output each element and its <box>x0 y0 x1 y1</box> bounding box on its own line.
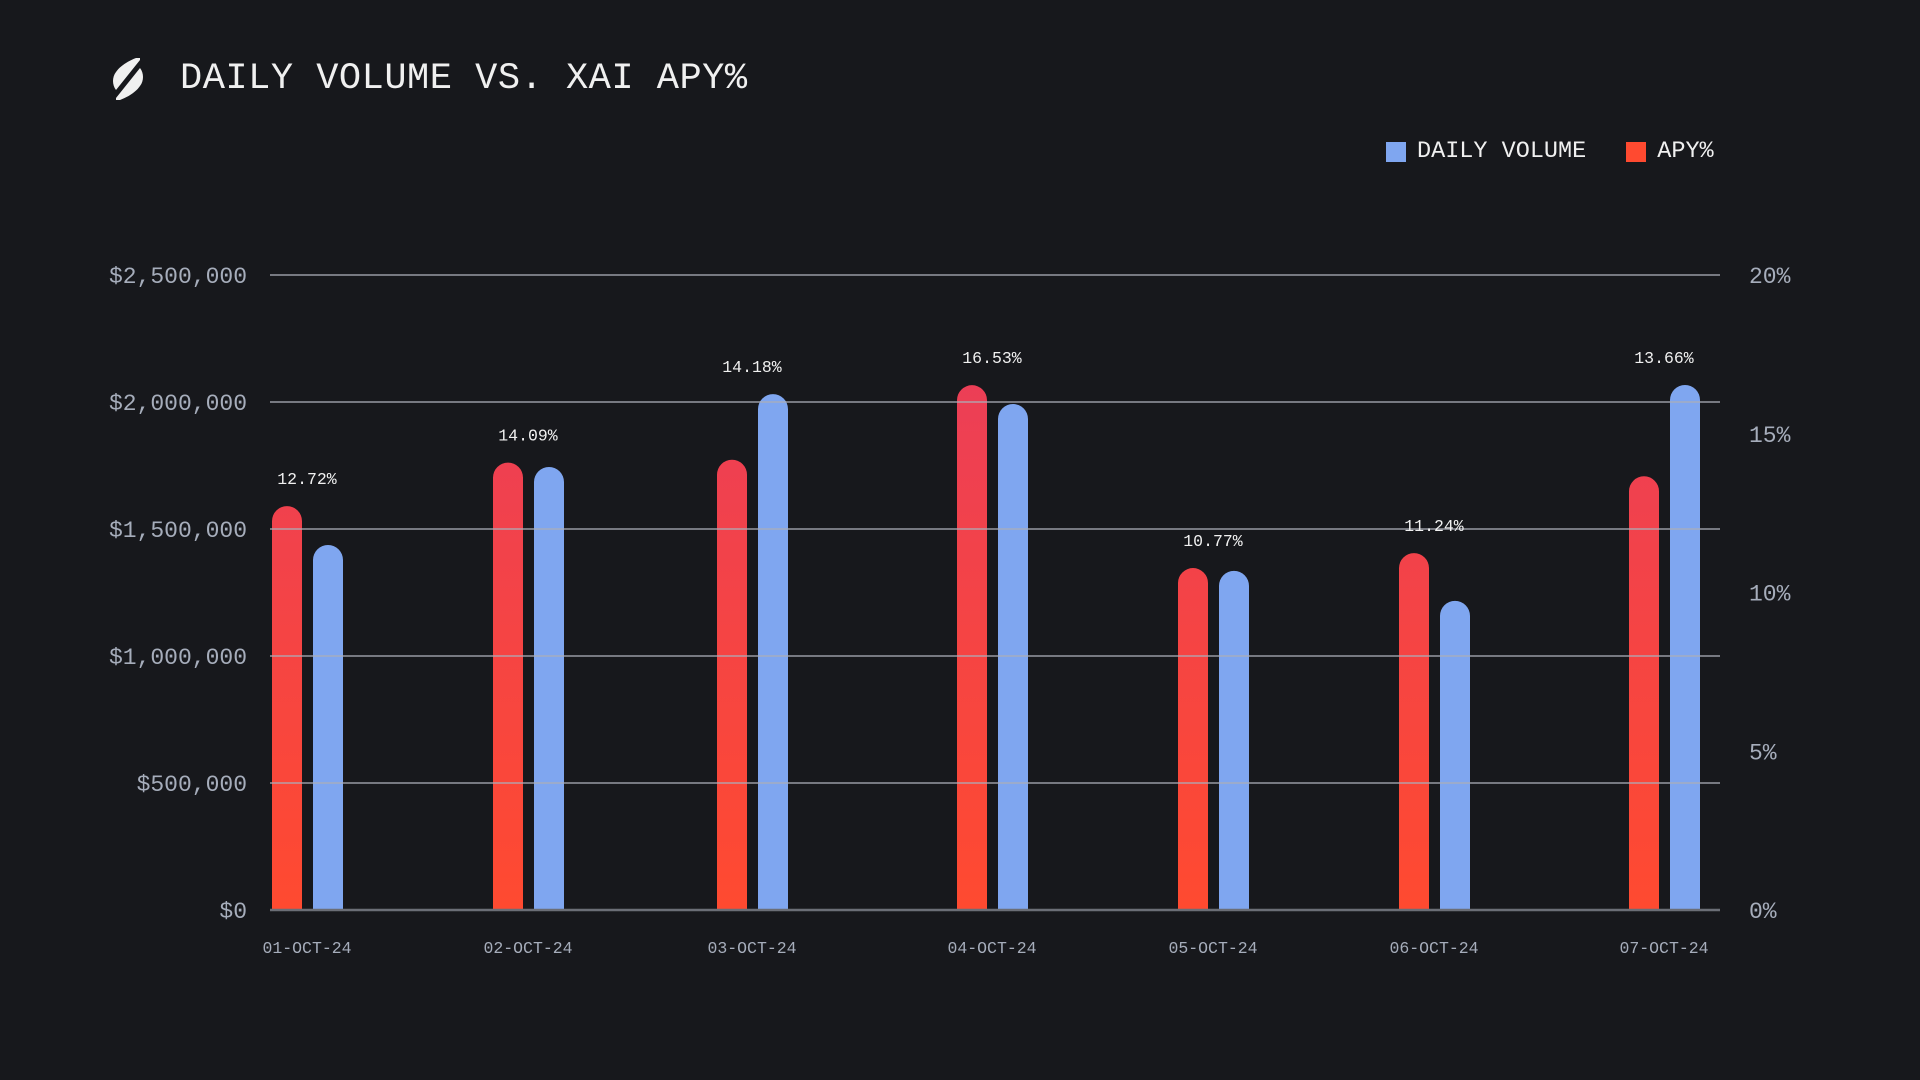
bar-apy[interactable] <box>493 462 523 910</box>
data-label-apy: 14.09% <box>498 427 558 446</box>
legend-label-apy: APY% <box>1657 138 1714 165</box>
x-tick-label: 04-OCT-24 <box>947 939 1036 958</box>
x-tick-label: 02-OCT-24 <box>483 939 572 958</box>
bar-daily-volume[interactable] <box>534 467 564 910</box>
chart-legend: DAILY VOLUME APY% <box>1386 138 1714 165</box>
data-label-apy: 10.77% <box>1183 532 1243 551</box>
chart-title: DAILY VOLUME VS. XAI APY% <box>180 58 748 100</box>
bar-daily-volume[interactable] <box>998 404 1028 910</box>
y-axis-left: $0 $500,000 $1,000,000 $1,500,000 $2,000,000… <box>109 264 247 925</box>
bars-layer <box>272 384 1700 911</box>
legend-swatch-daily-volume <box>1386 141 1406 162</box>
bar-apy[interactable] <box>1629 476 1659 910</box>
y-tick-label-right: 0% <box>1749 899 1777 925</box>
bar-daily-volume[interactable] <box>758 394 788 910</box>
y-tick-label-left: $2,500,000 <box>109 264 247 290</box>
legend-label-daily-volume: DAILY VOLUME <box>1417 138 1587 165</box>
x-tick-label: 01-OCT-24 <box>262 939 351 958</box>
bar-daily-volume[interactable] <box>313 545 343 910</box>
y-axis-right: 0% 5% 10% 15% 20% <box>1749 264 1791 925</box>
y-tick-label-left: $0 <box>219 899 247 925</box>
data-label-apy: 12.72% <box>277 470 337 489</box>
data-label-apy: 13.66% <box>1634 349 1694 368</box>
x-tick-label: 06-OCT-24 <box>1389 939 1478 958</box>
gridlines-layer <box>270 274 1720 912</box>
bar-apy[interactable] <box>957 385 987 911</box>
x-axis: 01-OCT-24 02-OCT-24 03-OCT-24 04-OCT-24 05-O… <box>262 939 1708 958</box>
data-label-apy: 14.18% <box>722 358 782 377</box>
x-tick-label: 07-OCT-24 <box>1619 939 1708 958</box>
legend-swatch-apy <box>1626 141 1647 162</box>
y-tick-label-left: $500,000 <box>137 772 247 798</box>
y-tick-label-right: 20% <box>1749 264 1791 290</box>
y-tick-label-left: $1,000,000 <box>109 645 247 671</box>
y-tick-label-right: 15% <box>1749 423 1791 449</box>
legend-item-apy[interactable]: APY% <box>1626 138 1714 165</box>
data-label-apy: 16.53% <box>962 349 1022 368</box>
bar-apy[interactable] <box>1178 568 1208 910</box>
data-label-apy: 11.24% <box>1404 517 1464 536</box>
y-tick-label-left: $2,000,000 <box>109 391 247 417</box>
bar-apy[interactable] <box>272 506 302 910</box>
legend-item-daily-volume[interactable]: DAILY VOLUME <box>1386 138 1586 165</box>
x-tick-label: 03-OCT-24 <box>707 939 796 958</box>
brand-slash-s-icon <box>113 58 143 100</box>
bar-apy[interactable] <box>1399 553 1429 910</box>
y-tick-label-left: $1,500,000 <box>109 518 247 544</box>
bar-daily-volume[interactable] <box>1219 570 1249 910</box>
bar-daily-volume[interactable] <box>1670 384 1700 910</box>
data-labels-layer: 12.72% 14.09% 14.18% 16.53% 10.77% 11.24% 13.6… <box>277 349 1694 551</box>
y-tick-label-right: 10% <box>1749 582 1791 608</box>
bar-apy[interactable] <box>717 459 747 910</box>
chart-header: DAILY VOLUME VS. XAI APY% <box>110 54 748 104</box>
bar-daily-volume[interactable] <box>1440 600 1470 910</box>
x-tick-label: 05-OCT-24 <box>1168 939 1257 958</box>
y-tick-label-right: 5% <box>1749 740 1777 766</box>
